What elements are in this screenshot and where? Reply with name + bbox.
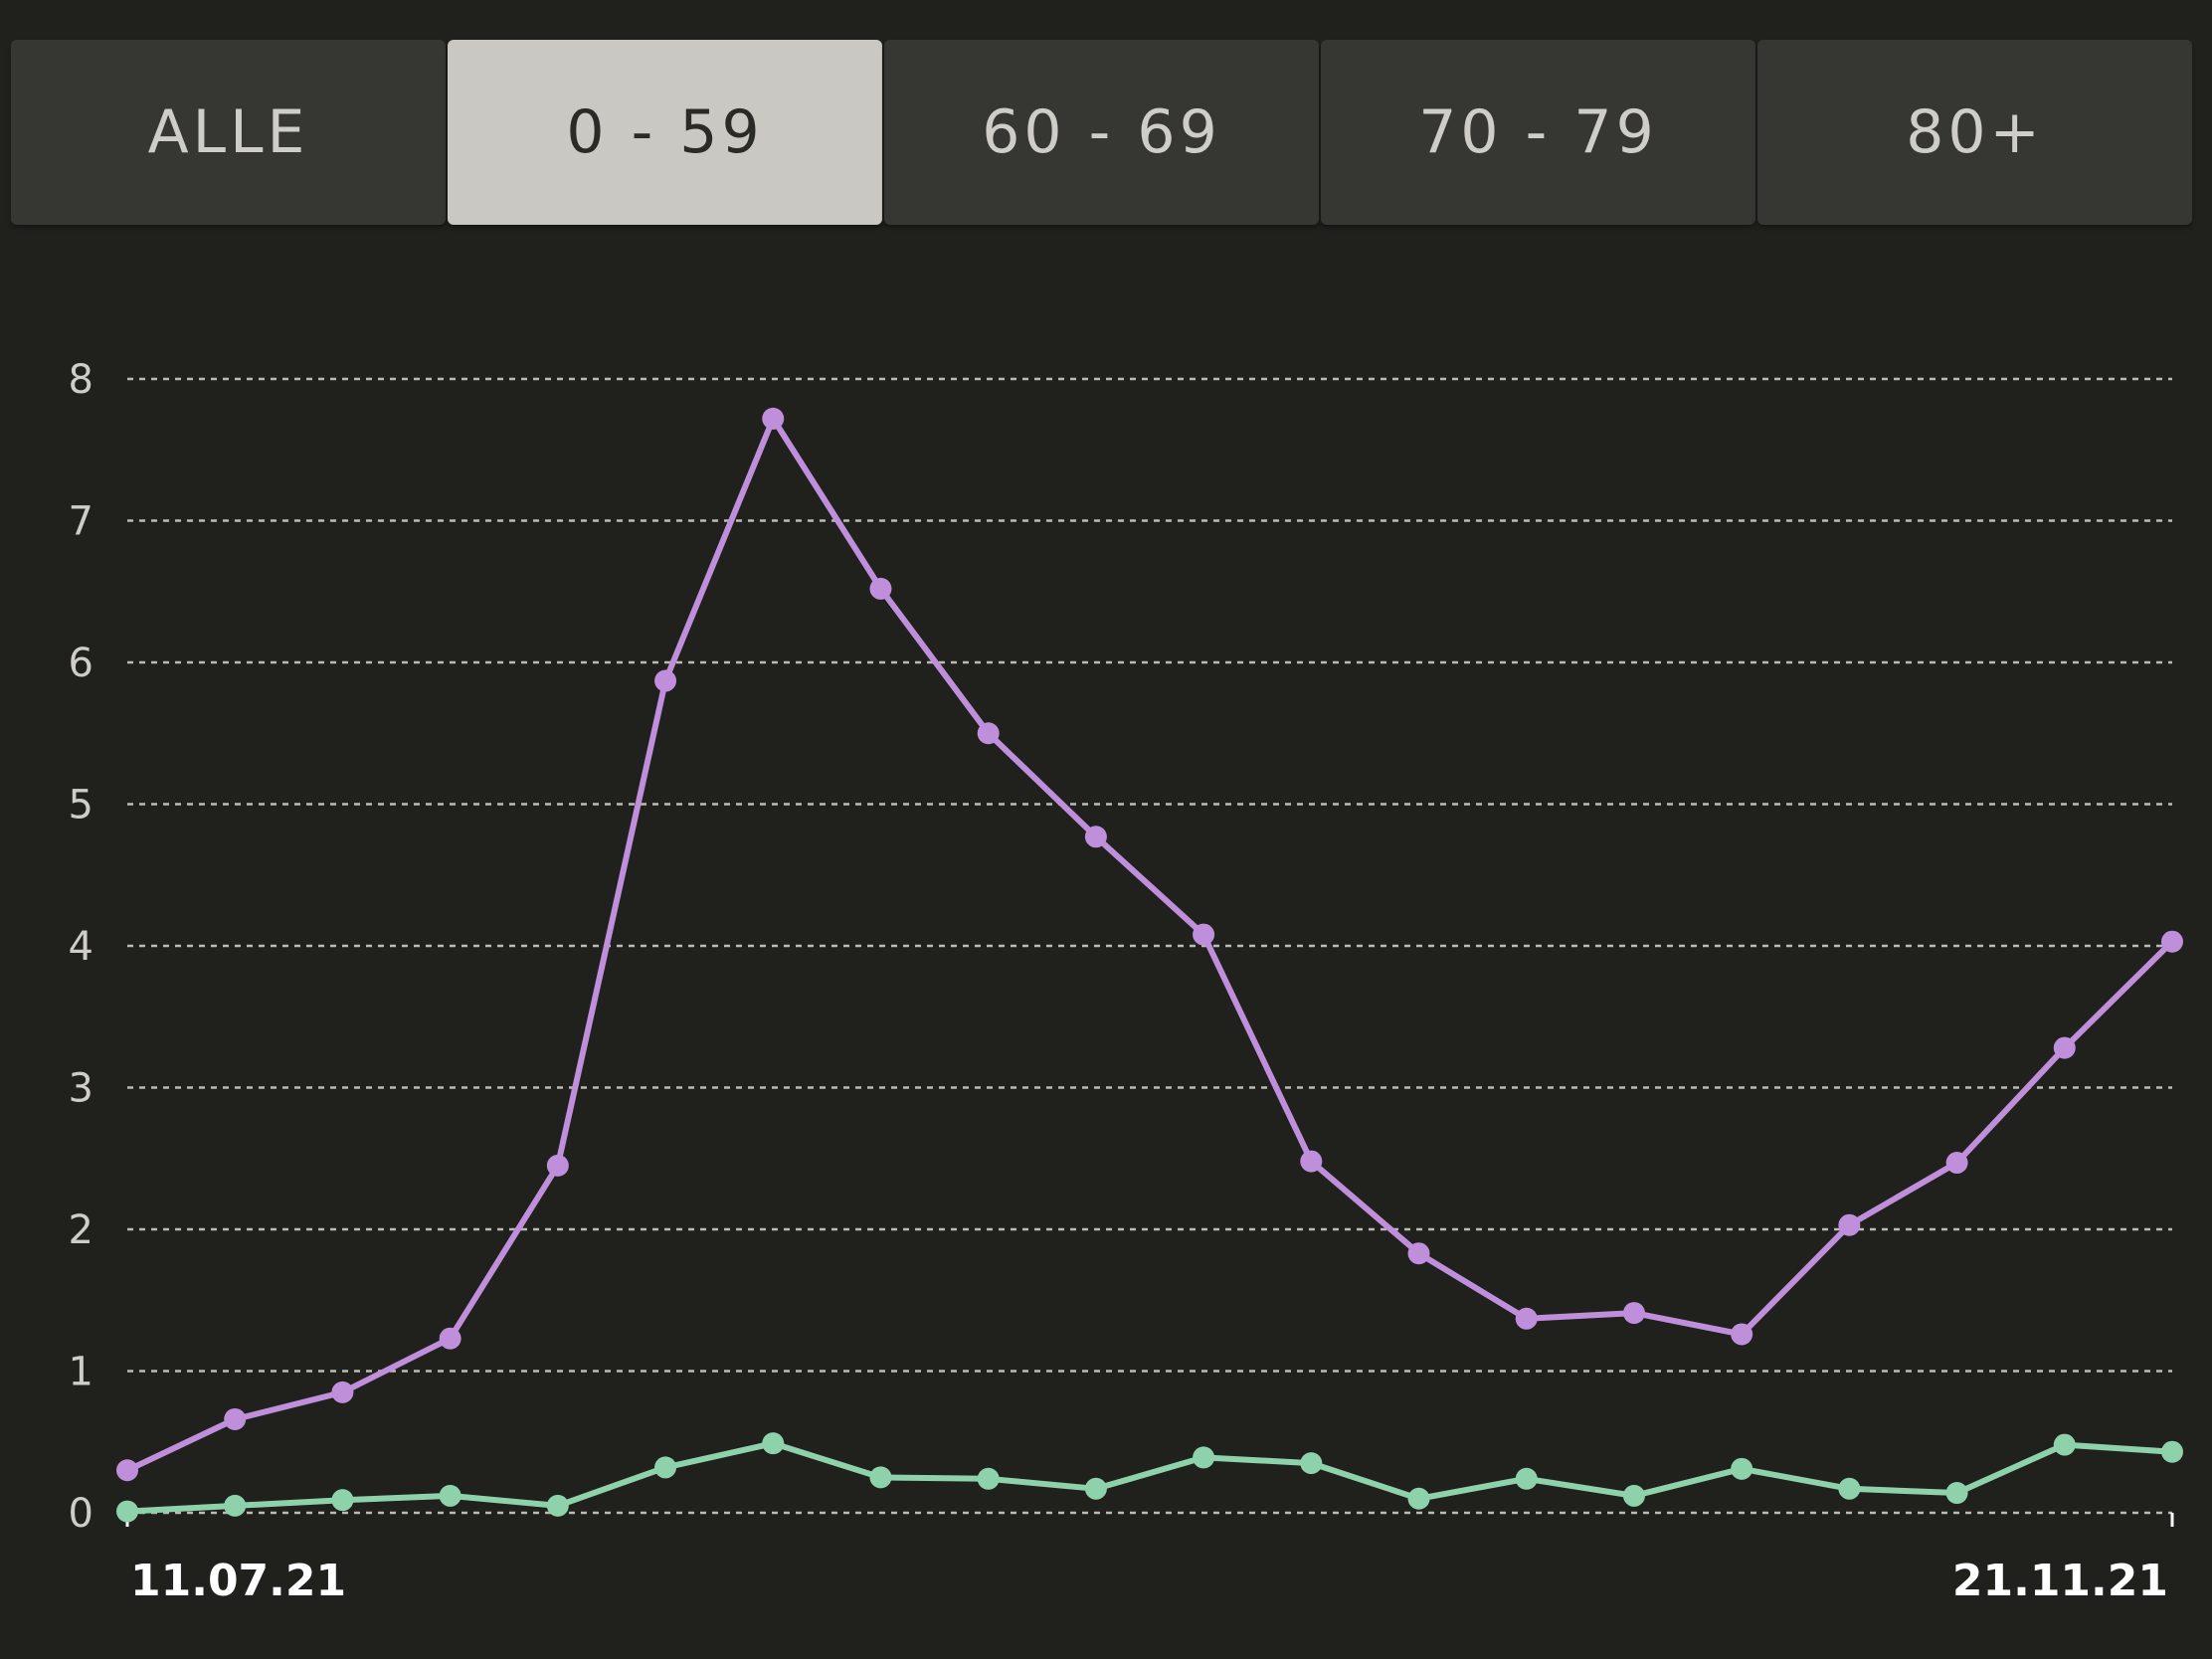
y-tick-label: 2 bbox=[69, 1207, 93, 1253]
x-axis-ticks: 11.07.21 21.11.21 bbox=[125, 1513, 2174, 1606]
series-1-point bbox=[1838, 1477, 1861, 1500]
series-1-point bbox=[2161, 1440, 2183, 1463]
series-1-point bbox=[1731, 1457, 1753, 1480]
series-1-point bbox=[977, 1467, 1000, 1490]
series-0-point bbox=[869, 577, 892, 600]
tab-0-59[interactable]: 0 - 59 bbox=[448, 40, 882, 225]
series-0-point bbox=[762, 407, 785, 430]
series-1-point bbox=[1622, 1484, 1645, 1507]
series-1-point bbox=[1300, 1452, 1323, 1475]
series-0-point bbox=[546, 1154, 569, 1177]
y-tick-label: 1 bbox=[69, 1350, 93, 1395]
series-1-point bbox=[1407, 1487, 1430, 1510]
x-tick-label-end: 21.11.21 bbox=[1952, 1556, 2168, 1606]
series-1-point bbox=[546, 1494, 569, 1517]
series-1-point bbox=[224, 1494, 247, 1517]
series-0-point bbox=[116, 1459, 138, 1482]
series-0-point bbox=[2161, 930, 2183, 953]
series-0-point bbox=[1300, 1150, 1323, 1173]
series-0-point bbox=[1193, 923, 1215, 946]
grid-lines bbox=[127, 377, 2172, 1515]
series-0-point bbox=[1945, 1152, 1968, 1175]
series-0-point bbox=[977, 722, 1000, 745]
series-1-point bbox=[869, 1466, 892, 1489]
series-0-point bbox=[1407, 1242, 1430, 1265]
tab-70-79[interactable]: 70 - 79 bbox=[1321, 40, 1755, 225]
series-0-point bbox=[1838, 1213, 1861, 1236]
series-0-point bbox=[224, 1407, 247, 1430]
series-1-point bbox=[2053, 1433, 2076, 1456]
series-1-point bbox=[762, 1432, 785, 1455]
tab-alle[interactable]: ALLE bbox=[11, 40, 446, 225]
series-0-point bbox=[1515, 1307, 1538, 1330]
series-0-point bbox=[1084, 826, 1107, 848]
series-0-point bbox=[2053, 1036, 2076, 1059]
y-axis-ticks: 0 1 2 3 4 5 6 7 8 bbox=[69, 357, 93, 1537]
y-tick-label: 0 bbox=[69, 1491, 93, 1537]
tab-60-69[interactable]: 60 - 69 bbox=[884, 40, 1319, 225]
series-1-line bbox=[126, 1440, 2173, 1515]
series-1-point bbox=[439, 1484, 461, 1507]
series-1-point bbox=[1515, 1467, 1538, 1490]
age-group-tabs: ALLE 0 - 59 60 - 69 70 - 79 80+ bbox=[11, 40, 2192, 225]
series-0-point bbox=[654, 669, 677, 692]
series-0-point bbox=[1731, 1323, 1753, 1346]
series-0-line bbox=[125, 415, 2175, 1474]
series-0-point bbox=[439, 1327, 461, 1350]
x-tick-label-start: 11.07.21 bbox=[130, 1556, 346, 1606]
series-layer bbox=[116, 407, 2183, 1523]
series-1-point bbox=[1945, 1482, 1968, 1505]
series-1-point bbox=[1084, 1477, 1107, 1500]
y-tick-label: 5 bbox=[69, 783, 93, 829]
series-1-point bbox=[1193, 1446, 1215, 1469]
tab-80-plus[interactable]: 80+ bbox=[1757, 40, 2192, 225]
y-tick-label: 4 bbox=[69, 924, 93, 970]
series-1-point bbox=[654, 1456, 677, 1479]
y-tick-label: 8 bbox=[69, 357, 93, 403]
series-1-point bbox=[331, 1489, 354, 1512]
y-tick-label: 6 bbox=[69, 641, 93, 686]
series-1-point bbox=[116, 1500, 138, 1523]
y-tick-label: 3 bbox=[69, 1066, 93, 1112]
series-0-point bbox=[331, 1381, 354, 1403]
series-0-point bbox=[1622, 1302, 1645, 1325]
y-tick-label: 7 bbox=[69, 499, 93, 545]
